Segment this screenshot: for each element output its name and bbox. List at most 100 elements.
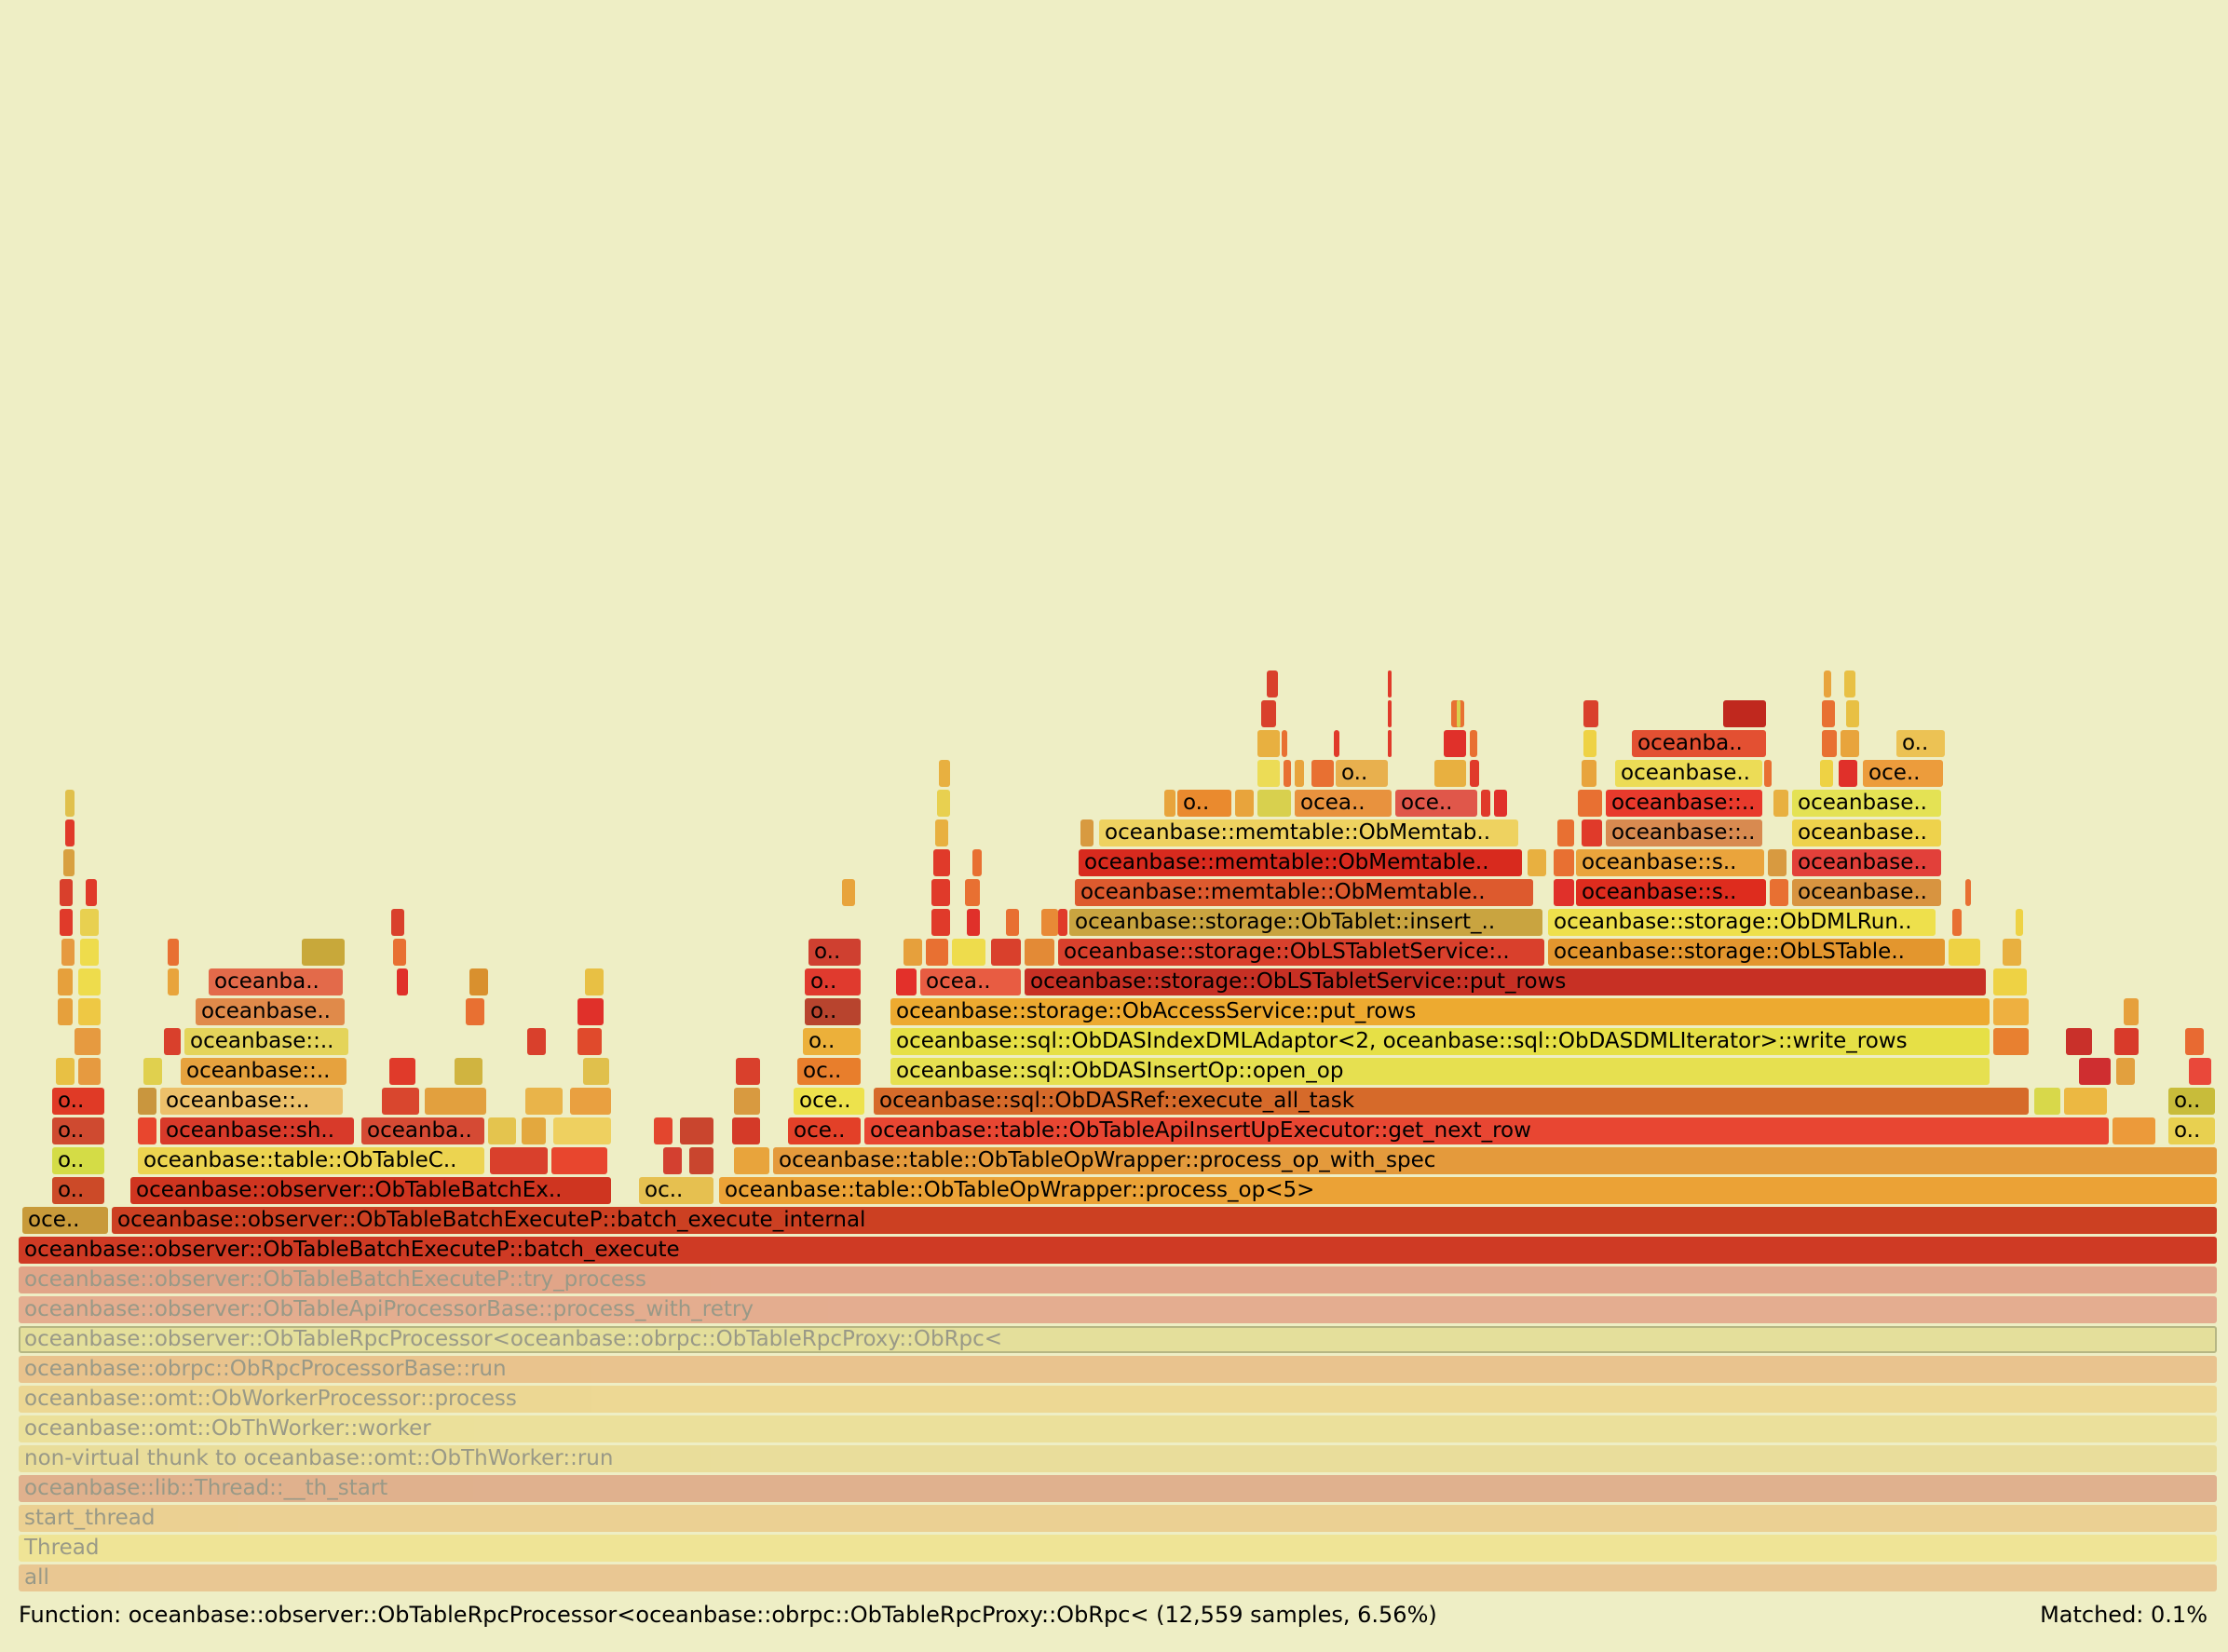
frame-block[interactable]: [1583, 700, 1598, 727]
frame-block[interactable]: [1261, 700, 1276, 727]
frame-o-left-1264[interactable]: o..: [52, 1177, 104, 1204]
frame-worker-process[interactable]: oceanbase::omt::ObWorkerProcessor::proce…: [19, 1386, 2217, 1413]
frame-block[interactable]: [527, 1028, 546, 1055]
frame-block[interactable]: [2124, 998, 2139, 1025]
frame-ls-tablet-service-put-rows[interactable]: oceanbase::storage::ObLSTabletService::p…: [1025, 968, 1986, 995]
frame-block[interactable]: [1388, 730, 1392, 757]
frame-oce-1200[interactable]: oce..: [788, 1117, 861, 1144]
frame-o-left-1232[interactable]: o..: [52, 1147, 104, 1174]
frame-o-816[interactable]: o..: [1336, 760, 1388, 787]
frame-start-thread[interactable]: start_thread: [19, 1505, 2217, 1532]
frame-block[interactable]: [164, 1028, 181, 1055]
frame-block[interactable]: [1334, 730, 1339, 757]
frame-block[interactable]: [1583, 730, 1596, 757]
frame-block[interactable]: [1257, 790, 1291, 817]
frame-block[interactable]: [60, 879, 73, 906]
frame-o-1104[interactable]: o..: [803, 1028, 861, 1055]
frame-dml-run[interactable]: oceanbase::storage::ObDMLRun..: [1548, 909, 1936, 936]
frame-block[interactable]: [1582, 760, 1596, 787]
frame-block[interactable]: [1388, 700, 1392, 727]
frame-block[interactable]: [1822, 700, 1835, 727]
frame-block[interactable]: [138, 1117, 156, 1144]
frame-rpc-run[interactable]: oceanbase::obrpc::ObRpcProcessorBase::ru…: [19, 1356, 2217, 1383]
frame-batch-execute-internal[interactable]: oceanbase::observer::ObTableBatchExecute…: [112, 1207, 2217, 1234]
frame-block[interactable]: [1764, 760, 1772, 787]
frame-block[interactable]: [488, 1117, 516, 1144]
frame-block[interactable]: [78, 968, 101, 995]
frame-oceanbase-816[interactable]: oceanbase..: [1615, 760, 1762, 787]
frame-oce-1168[interactable]: oce..: [794, 1088, 864, 1115]
frame-block[interactable]: [2016, 909, 2023, 936]
frame-block[interactable]: [1723, 700, 1766, 727]
frame-block[interactable]: [168, 939, 179, 966]
frame-try-process[interactable]: oceanbase::observer::ObTableBatchExecute…: [19, 1266, 2217, 1293]
frame-block[interactable]: [939, 760, 950, 787]
frame-o-1008[interactable]: o..: [808, 939, 861, 966]
frame-block[interactable]: [65, 819, 75, 846]
frame-block[interactable]: [736, 1058, 760, 1085]
frame-block[interactable]: [138, 1088, 156, 1115]
frame-block[interactable]: [1267, 670, 1278, 697]
frame-o-left-1168[interactable]: o..: [52, 1088, 104, 1115]
frame-block[interactable]: [570, 1088, 611, 1115]
frame-das-index-dml-write-rows[interactable]: oceanbase::sql::ObDASIndexDMLAdaptor<2, …: [890, 1028, 1990, 1055]
frame-block[interactable]: [425, 1088, 486, 1115]
frame-block[interactable]: [933, 849, 950, 876]
frame-block[interactable]: [585, 968, 604, 995]
frame-block[interactable]: [1058, 909, 1067, 936]
frame-block[interactable]: [1080, 819, 1094, 846]
frame-block[interactable]: [397, 968, 408, 995]
frame-oceanbase-sh[interactable]: oceanbase::sh..: [160, 1117, 354, 1144]
frame-block[interactable]: [654, 1117, 672, 1144]
frame-execute-all-task[interactable]: oceanbase::sql::ObDASRef::execute_all_ta…: [874, 1088, 2029, 1115]
frame-block[interactable]: [991, 939, 1021, 966]
frame-block[interactable]: [903, 939, 922, 966]
frame-block[interactable]: [1965, 879, 1971, 906]
frame-block[interactable]: [455, 1058, 482, 1085]
frame-block[interactable]: [1444, 730, 1466, 757]
frame-block[interactable]: [1554, 879, 1574, 906]
frame-block[interactable]: [1388, 670, 1392, 697]
frame-block[interactable]: [61, 939, 75, 966]
frame-block[interactable]: [2034, 1088, 2060, 1115]
frame-block[interactable]: [2114, 1028, 2139, 1055]
frame-block[interactable]: [2064, 1088, 2107, 1115]
frame-block[interactable]: [1257, 760, 1280, 787]
frame-block[interactable]: [734, 1088, 760, 1115]
frame-block[interactable]: [391, 909, 404, 936]
frame-process-op-5[interactable]: oceanbase::table::ObTableOpWrapper::proc…: [719, 1177, 2217, 1204]
frame-block[interactable]: [389, 1058, 415, 1085]
frame-ls-table-1008[interactable]: oceanbase::storage::ObLSTable..: [1548, 939, 1945, 966]
frame-block[interactable]: [931, 879, 950, 906]
frame-block[interactable]: [732, 1117, 760, 1144]
frame-oceanba-1200[interactable]: oceanba..: [361, 1117, 484, 1144]
frame-block[interactable]: [2113, 1117, 2155, 1144]
frame-block[interactable]: [577, 998, 604, 1025]
frame-oce-816[interactable]: oce..: [1863, 760, 1943, 787]
frame-table-rpc-processor[interactable]: oceanbase::observer::ObTableRpcProcessor…: [19, 1326, 2217, 1353]
frame-block[interactable]: [2185, 1028, 2204, 1055]
frame-access-service-put-rows[interactable]: oceanbase::storage::ObAccessService::put…: [890, 998, 1990, 1025]
frame-worker[interactable]: oceanbase::omt::ObThWorker::worker: [19, 1415, 2217, 1442]
frame-block[interactable]: [972, 849, 982, 876]
frame-block[interactable]: [143, 1058, 162, 1085]
frame-block[interactable]: [1235, 790, 1254, 817]
frame-block[interactable]: [583, 1058, 609, 1085]
frame-oceanbase-880[interactable]: oceanbase::..: [1606, 819, 1762, 846]
frame-block[interactable]: [58, 998, 73, 1025]
frame-block[interactable]: [65, 790, 75, 817]
frame-block[interactable]: [1822, 730, 1837, 757]
frame-o-848[interactable]: o..: [1177, 790, 1231, 817]
frame-o-right-1168[interactable]: o..: [2168, 1088, 2215, 1115]
frame-block[interactable]: [466, 998, 484, 1025]
frame-block[interactable]: [80, 939, 99, 966]
frame-oceanba-848[interactable]: oceanbase..: [1792, 790, 1941, 817]
frame-block[interactable]: [1993, 998, 2029, 1025]
frame-block[interactable]: [937, 790, 950, 817]
frame-ls-tablet-service-1008[interactable]: oceanbase::storage::ObLSTabletService:..: [1058, 939, 1544, 966]
frame-block[interactable]: [80, 909, 99, 936]
frame-block[interactable]: [86, 879, 97, 906]
frame-oceanba-880[interactable]: oceanbase..: [1792, 819, 1941, 846]
frame-oceanba-784[interactable]: oceanba..: [1632, 730, 1766, 757]
frame-block[interactable]: [1257, 730, 1280, 757]
